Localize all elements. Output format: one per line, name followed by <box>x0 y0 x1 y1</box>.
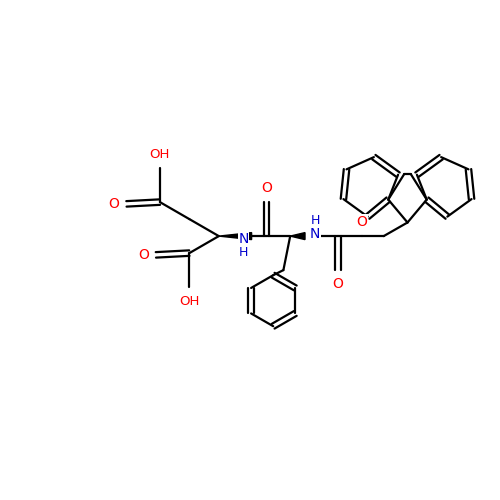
Text: N: N <box>310 226 320 240</box>
Text: H: H <box>239 246 248 259</box>
Polygon shape <box>290 232 305 239</box>
Text: OH: OH <box>179 294 200 308</box>
Text: OH: OH <box>150 148 170 160</box>
Text: O: O <box>138 248 149 262</box>
Polygon shape <box>219 232 252 239</box>
Text: O: O <box>261 181 272 195</box>
Text: O: O <box>332 277 343 291</box>
Text: O: O <box>356 215 367 229</box>
Text: H: H <box>310 214 320 226</box>
Text: O: O <box>108 197 120 211</box>
Text: N: N <box>238 232 249 245</box>
